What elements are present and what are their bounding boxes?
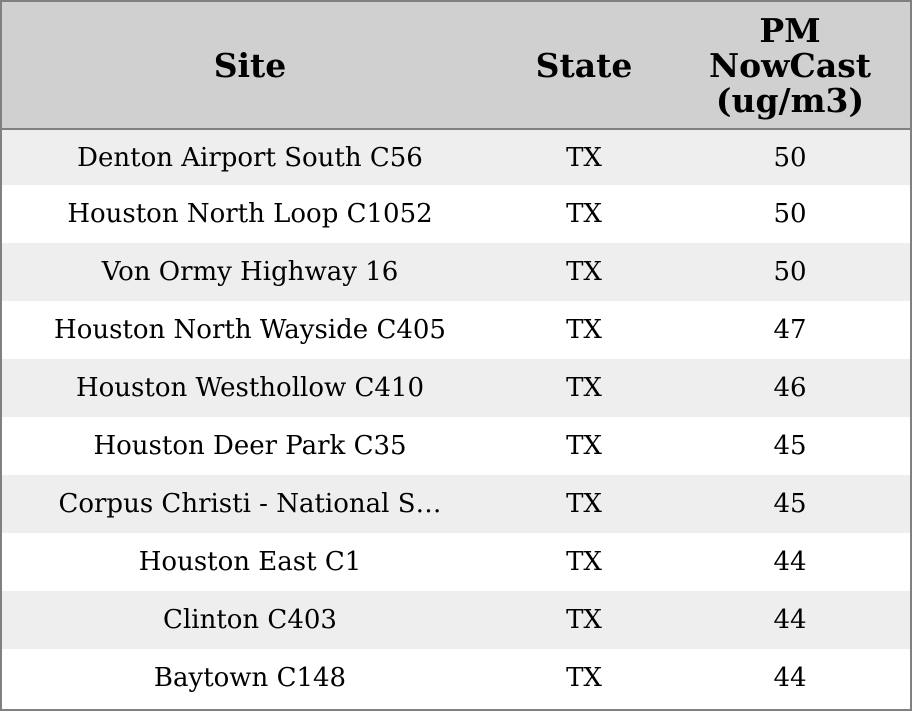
table-header: Site State PM NowCast (ug/m3) — [2, 2, 910, 130]
table-row: Denton Airport South C56 TX 50 — [2, 129, 910, 185]
cell-state: TX — [566, 257, 602, 287]
cell-pm-nowcast: 50 — [773, 199, 807, 229]
column-header-state: State — [498, 2, 670, 130]
cell-state: TX — [566, 663, 602, 693]
table-row: Von Ormy Highway 16 TX 50 — [2, 243, 910, 301]
table-row: Corpus Christi - National S… TX 45 — [2, 475, 910, 533]
cell-pm-nowcast: 45 — [773, 489, 807, 519]
cell-site: Houston Deer Park C35 — [93, 431, 407, 461]
cell-state: TX — [566, 489, 602, 519]
cell-state: TX — [566, 431, 602, 461]
cell-state: TX — [566, 315, 602, 345]
table-row: Houston North Loop C1052 TX 50 — [2, 185, 910, 243]
cell-pm-nowcast: 46 — [773, 373, 807, 403]
cell-pm-nowcast: 45 — [773, 431, 807, 461]
pm-header-text: PM NowCast (ug/m3) — [709, 13, 871, 118]
cell-pm-nowcast: 50 — [773, 257, 807, 287]
cell-pm-nowcast: 47 — [773, 315, 807, 345]
cell-state: TX — [566, 142, 602, 173]
table-body: Denton Airport South C56 TX 50 Houston Nort… — [2, 129, 910, 707]
cell-site: Von Ormy Highway 16 — [101, 257, 399, 287]
cell-site: Clinton C403 — [163, 605, 337, 635]
cell-site: Houston North Loop C1052 — [67, 199, 433, 229]
cell-pm-nowcast: 50 — [773, 142, 807, 173]
pm-header-line-3: (ug/m3) — [715, 80, 865, 120]
cell-pm-nowcast: 44 — [773, 605, 807, 635]
cell-state: TX — [566, 547, 602, 577]
table-row: Clinton C403 TX 44 — [2, 591, 910, 649]
cell-site: Houston East C1 — [138, 547, 362, 577]
header-row: Site State PM NowCast (ug/m3) — [2, 2, 910, 130]
table-row: Houston Westhollow C410 TX 46 — [2, 359, 910, 417]
pm-header-line-1: PM — [759, 10, 821, 50]
cell-state: TX — [566, 373, 602, 403]
cell-pm-nowcast: 44 — [773, 663, 807, 693]
column-header-site: Site — [2, 2, 498, 130]
pm-header-line-2: NowCast — [708, 45, 872, 85]
cell-site: Baytown C148 — [153, 663, 347, 693]
cell-pm-nowcast: 44 — [773, 547, 807, 577]
cell-site: Houston Westhollow C410 — [75, 373, 425, 403]
cell-state: TX — [566, 605, 602, 635]
table-row: Houston East C1 TX 44 — [2, 533, 910, 591]
table-row: Houston Deer Park C35 TX 45 — [2, 417, 910, 475]
cell-site: Corpus Christi - National S… — [58, 489, 442, 519]
cell-state: TX — [566, 199, 602, 229]
table-row: Houston North Wayside C405 TX 47 — [2, 301, 910, 359]
cell-site: Denton Airport South C56 — [77, 142, 423, 173]
cell-site: Houston North Wayside C405 — [54, 315, 446, 345]
column-header-pm-nowcast: PM NowCast (ug/m3) — [670, 2, 910, 130]
table-row: Baytown C148 TX 44 — [2, 649, 910, 707]
